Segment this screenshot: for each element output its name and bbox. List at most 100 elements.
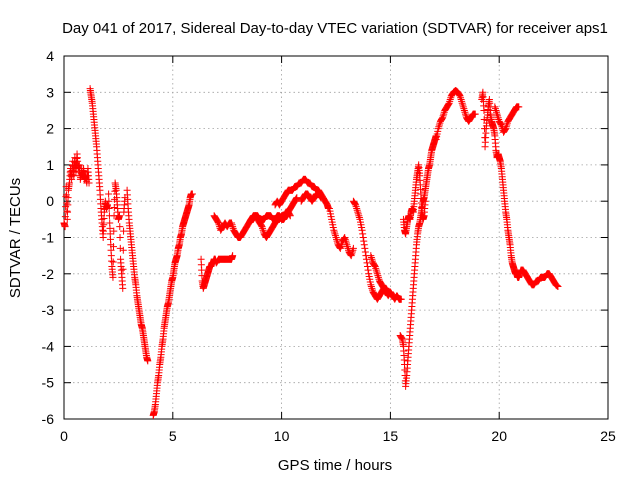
data-point [440,110,448,118]
data-point [64,201,72,209]
data-point [333,235,341,243]
data-point [502,125,510,133]
data-point [316,193,324,201]
x-tick-label: 25 [600,428,616,444]
y-tick-label: 3 [46,84,54,100]
data-point [292,194,300,202]
data-point [439,112,447,120]
data-point [353,206,361,214]
y-tick-label: -6 [42,411,55,427]
data-point [439,114,447,122]
data-point [331,230,339,238]
data-point [457,94,465,102]
x-axis-label: GPS time / hours [278,457,392,474]
data-point [457,96,465,104]
data-point [341,235,349,243]
data-point [116,234,124,241]
data-point [343,243,351,251]
data-point [367,281,375,289]
data-point [104,201,112,209]
data-point [120,227,128,235]
y-tick-label: 0 [46,193,54,209]
data-point [493,110,501,118]
data-point [293,194,301,202]
data-point [360,237,368,245]
data-point [494,112,502,120]
tick-layer: 0 5 10 15 20 25 -6 -5 -4 -3 -2 -1 0 1 2 3 4 [42,48,616,444]
data-point [461,110,469,118]
data-point [445,99,453,107]
data-point [228,219,236,227]
data-point [144,357,152,365]
data-point [317,194,325,202]
data-point [459,103,467,111]
data-point [374,272,382,280]
data-point [460,105,468,113]
y-axis-label: SDTVAR / TECUs [7,178,24,298]
data-point [374,273,382,281]
data-point [100,214,108,222]
data-point [119,284,127,292]
data-point [348,248,356,256]
data-point [446,96,454,104]
data-point [285,210,293,218]
data-point [458,99,466,107]
data-point [105,190,113,198]
data-point [341,234,349,241]
data-point [515,103,523,111]
data-point [61,223,69,231]
y-tick-label: 4 [46,48,54,64]
data-point [188,190,196,198]
data-point [100,221,108,229]
data-point [367,253,375,261]
grid-layer [64,56,608,419]
data-point [480,106,488,114]
data-point [435,123,443,131]
x-tick-label: 20 [491,428,507,444]
data-point [503,121,511,129]
data-point [116,223,124,231]
data-point [435,121,443,129]
data-point [63,207,71,215]
data-point [456,92,464,100]
x-tick-label: 15 [383,428,399,444]
data-point [361,248,369,256]
data-point [286,211,294,219]
data-point [119,246,127,254]
data-point [229,223,237,231]
data-point [359,234,367,241]
data-point [213,217,221,225]
data-point [354,210,362,218]
data-point [502,123,510,131]
data-point [105,197,113,205]
data-point [347,252,355,260]
x-tick-label: 0 [60,428,68,444]
data-point [370,261,378,269]
data-point [372,264,380,272]
data-point [367,252,375,260]
data-point [316,192,324,200]
data-point [373,270,381,278]
data-point [337,243,345,251]
data-point [368,284,376,292]
data-point [368,255,376,263]
x-tick-label: 10 [274,428,290,444]
data-point [109,273,117,281]
data-point [342,239,350,247]
data-point [343,241,351,249]
data-point [353,204,361,212]
data-point [364,263,372,271]
data-point [434,125,442,133]
data-point [63,199,71,207]
data-point [367,283,375,291]
y-tick-label: 1 [46,157,54,173]
data-point [496,119,504,127]
data-point [397,333,405,341]
data-point [354,208,362,216]
data-point [364,266,372,274]
data-point [228,221,236,229]
data-point [349,246,357,254]
data-point [355,212,363,220]
data-point [358,226,366,234]
data-point [286,212,294,220]
